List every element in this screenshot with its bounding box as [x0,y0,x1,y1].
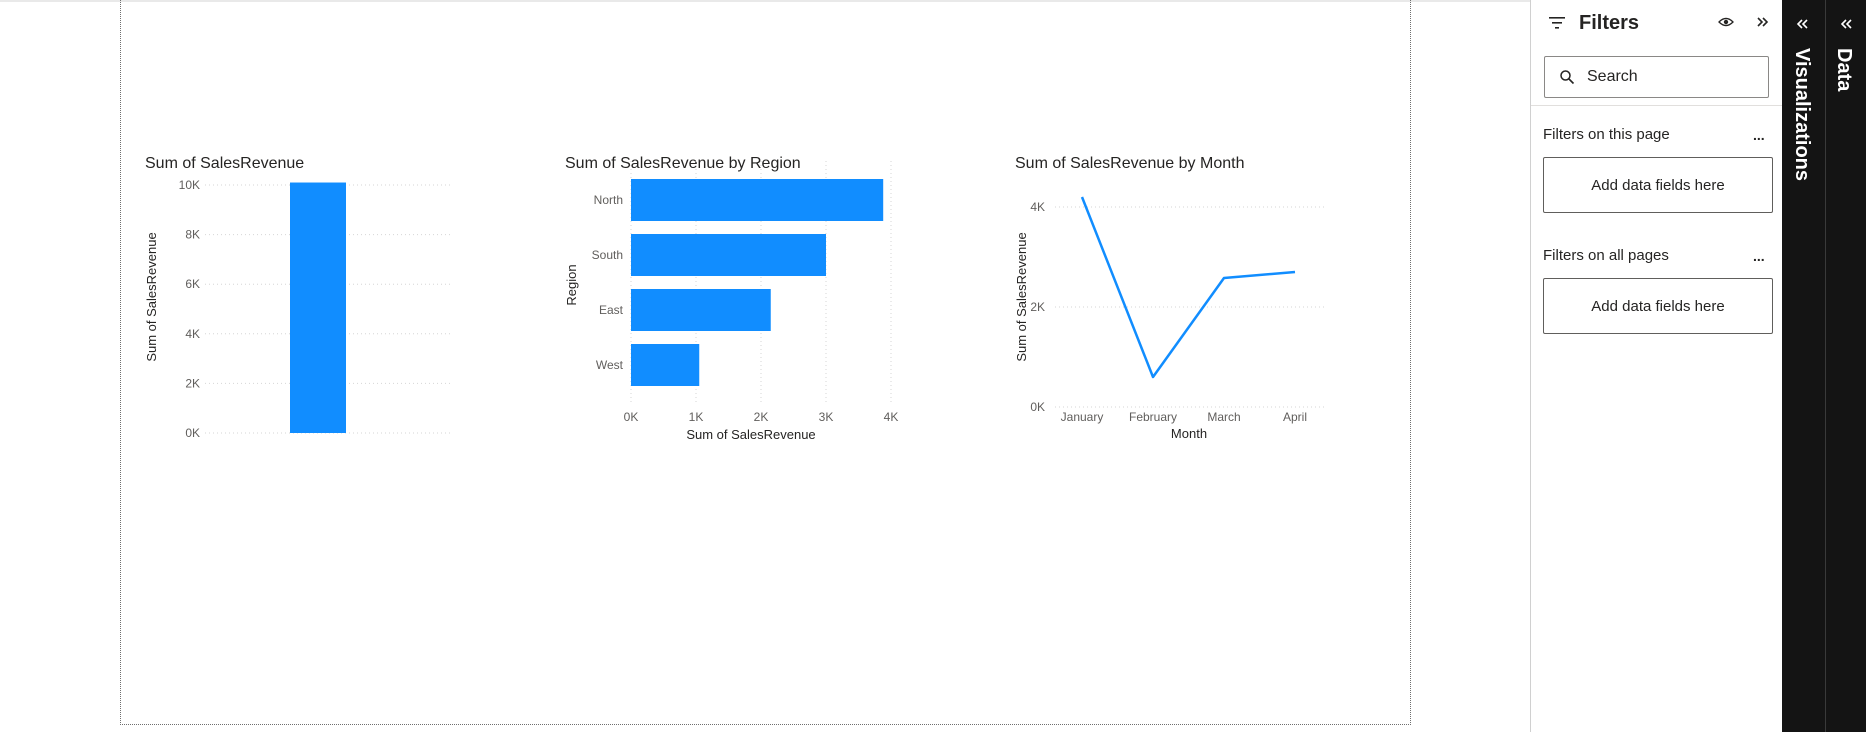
visual-salesrevenue-by-region[interactable]: Sum of SalesRevenue by Region 0K 1K 2K 3K 4K… [564,155,985,535]
more-options-all-pages[interactable]: ... [1753,248,1765,264]
section-filters-on-all-pages: Filters on all pages [1543,247,1669,264]
y-tick-label: 4K [185,327,200,341]
section-filters-on-this-page: Filters on this page [1543,126,1670,143]
x-axis-title: Sum of SalesRevenue [686,427,815,442]
bar-south [631,234,826,276]
y-tick-label: South [592,248,623,262]
visual-sum-salesrevenue[interactable]: Sum of SalesRevenue 10K 8K 6K 4K 2K 0K Sum of … [144,155,545,535]
y-tick-label: East [599,303,624,317]
data-pane-label: Data [1833,48,1855,92]
visualizations-pane-collapsed[interactable]: Visualizations [1782,0,1826,732]
x-tick-label: 4K [884,410,899,424]
bar-total [290,182,346,433]
chart-month-svg: 4K 2K 0K January February March April Month Sum … [1014,196,1325,441]
x-tick-label: 3K [819,410,834,424]
visual-title: Sum of SalesRevenue by Month [1015,155,1245,172]
filters-title: Filters [1579,12,1640,34]
x-tick-label: April [1283,410,1307,424]
chart-region-svg: 0K 1K 2K 3K 4K North South East West Sum of Sales… [564,161,899,442]
y-tick-label: 2K [185,376,200,390]
series-line [1080,196,1296,379]
more-options-this-page[interactable]: ... [1753,127,1765,143]
y-tick-label: 0K [185,426,200,440]
y-tick-label: North [594,193,623,207]
search-icon [1560,70,1575,85]
filters-header: Filters [1531,0,1783,46]
x-axis-title: Month [1171,426,1207,441]
bar-north [631,179,884,221]
funnel-lines-icon [1549,17,1565,29]
x-tick-label: 2K [754,410,769,424]
chart-total-svg: 10K 8K 6K 4K 2K 0K Sum of SalesRevenue [144,178,450,440]
bar-east [631,289,771,331]
y-tick-label: 0K [1030,400,1045,414]
report-canvas[interactable]: Sum of SalesRevenue 10K 8K 6K 4K 2K 0K Sum of … [120,0,1411,725]
y-tick-label: 2K [1030,300,1045,314]
x-tick-label: March [1207,410,1240,424]
y-tick-label: West [596,358,624,372]
y-axis-title: Sum of SalesRevenue [1014,232,1029,361]
y-axis-title: Sum of SalesRevenue [144,232,159,361]
data-pane-collapsed[interactable]: Data [1826,0,1866,732]
x-tick-label: January [1061,410,1104,424]
x-tick-label: 1K [689,410,704,424]
x-tick-label: February [1129,410,1177,424]
filters-divider [1531,105,1783,106]
chevron-double-left-icon[interactable] [1794,16,1810,32]
x-tick-label: 0K [624,410,639,424]
filters-pane: Filters Filters on this page ... Add dat… [1530,0,1783,732]
filters-search-box[interactable] [1544,56,1769,98]
visual-salesrevenue-by-month[interactable]: Sum of SalesRevenue by Month 4K 2K 0K Janua… [1014,155,1415,535]
visual-title: Sum of SalesRevenue [145,155,305,172]
eye-icon[interactable] [1718,16,1734,28]
bar-west [631,344,700,386]
y-tick-label: 6K [185,277,200,291]
collapse-filters-button[interactable] [1755,14,1771,30]
drop-zone-all-pages[interactable]: Add data fields here [1543,278,1773,334]
drop-zone-this-page[interactable]: Add data fields here [1543,157,1773,213]
y-tick-label: 4K [1030,200,1045,214]
ribbon-edge [0,0,1530,2]
y-tick-label: 10K [179,178,200,192]
y-axis-title: Region [564,264,579,305]
filters-search-input[interactable] [1587,66,1757,88]
y-tick-label: 8K [185,228,200,242]
chevron-double-left-icon[interactable] [1838,16,1854,32]
visualizations-pane-label: Visualizations [1791,48,1813,182]
visual-title: Sum of SalesRevenue by Region [565,155,801,172]
